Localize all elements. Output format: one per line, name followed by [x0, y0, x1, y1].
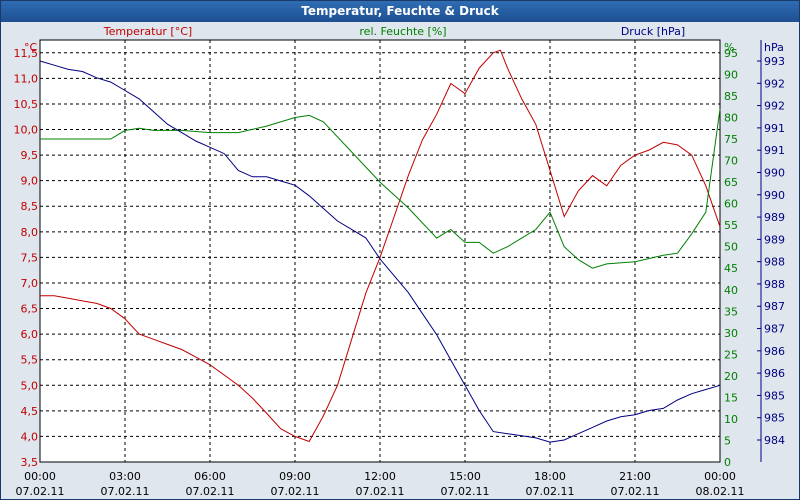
left-tick-label: 5,0: [21, 379, 39, 392]
right-tick-label: 988: [764, 256, 785, 269]
x-tick-date: 07.02.11: [441, 485, 490, 498]
left-tick-label: 10,5: [14, 98, 39, 111]
x-tick-time: 09:00: [279, 470, 311, 483]
middle-axis-label: rel. Feuchte [%]: [359, 25, 446, 38]
left-axis-label: Temperatur [°C]: [103, 25, 192, 38]
left-tick-label: 9,5: [21, 149, 39, 162]
humidity-series-line: [40, 108, 721, 269]
right-tick-label: 986: [764, 345, 785, 358]
temperature-series-line: [40, 49, 721, 443]
left-tick-label: 11,0: [14, 72, 39, 85]
left-tick-label: 11,5: [14, 47, 39, 60]
right-tick-label: 990: [764, 166, 785, 179]
x-tick-date: 07.02.11: [101, 485, 150, 498]
x-tick-date: 07.02.11: [526, 485, 575, 498]
right-tick-label: 992: [764, 77, 785, 90]
x-tick-date: 08.02.11: [696, 485, 745, 498]
left-tick-label: 8,5: [21, 200, 39, 213]
right-tick-label: 986: [764, 367, 785, 380]
left-tick-label: 9,0: [21, 175, 39, 188]
x-tick-time: 06:00: [194, 470, 226, 483]
middle-tick-label: 65: [724, 176, 738, 189]
right-tick-label: 989: [764, 233, 785, 246]
right-tick-label: 990: [764, 189, 785, 202]
middle-tick-label: 80: [724, 112, 738, 125]
left-tick-label: 5,5: [21, 354, 39, 367]
right-tick-label: 987: [764, 300, 785, 313]
middle-tick-label: 25: [724, 348, 738, 361]
middle-tick-label: 85: [724, 90, 738, 103]
right-tick-label: 988: [764, 278, 785, 291]
middle-tick-label: 45: [724, 262, 738, 275]
middle-tick-label: 10: [724, 413, 738, 426]
right-tick-label: 993: [764, 55, 785, 68]
middle-tick-label: 35: [724, 305, 738, 318]
right-tick-label: 985: [764, 412, 785, 425]
middle-tick-label: 95: [724, 47, 738, 60]
x-tick-date: 07.02.11: [16, 485, 65, 498]
left-tick-label: 7,0: [21, 277, 39, 290]
x-tick-time: 18:00: [534, 470, 566, 483]
left-tick-label: 4,5: [21, 405, 39, 418]
right-tick-label: 991: [764, 122, 785, 135]
middle-tick-label: 60: [724, 198, 738, 211]
x-tick-time: 00:00: [24, 470, 56, 483]
x-tick-date: 07.02.11: [271, 485, 320, 498]
right-tick-label: 992: [764, 100, 785, 113]
middle-tick-label: 55: [724, 219, 738, 232]
middle-tick-label: 90: [724, 68, 738, 81]
middle-tick-label: 70: [724, 155, 738, 168]
x-tick-time: 12:00: [364, 470, 396, 483]
x-tick-time: 03:00: [109, 470, 141, 483]
middle-tick-label: 0: [724, 456, 731, 469]
x-tick-date: 07.02.11: [356, 485, 405, 498]
middle-axis-unit: %: [724, 41, 734, 54]
title-bar: Temperatur, Feuchte & Druck: [1, 1, 799, 22]
x-tick-time: 00:00: [704, 470, 736, 483]
x-tick-time: 21:00: [619, 470, 651, 483]
left-tick-label: 10,0: [14, 124, 39, 137]
x-tick-date: 07.02.11: [611, 485, 660, 498]
left-tick-label: 3,5: [21, 456, 39, 469]
left-tick-label: 8,0: [21, 226, 39, 239]
middle-tick-label: 40: [724, 284, 738, 297]
right-tick-label: 985: [764, 389, 785, 402]
x-tick-time: 15:00: [449, 470, 481, 483]
middle-tick-label: 20: [724, 370, 738, 383]
right-tick-label: 989: [764, 211, 785, 224]
right-axis-unit: hPa: [764, 41, 784, 54]
left-axis-unit: °C: [24, 41, 38, 54]
middle-tick-label: 5: [724, 434, 731, 447]
pressure-series-line: [39, 60, 721, 443]
chart-title: Temperatur, Feuchte & Druck: [301, 4, 499, 18]
right-tick-label: 984: [764, 434, 785, 447]
right-tick-label: 987: [764, 323, 785, 336]
middle-tick-label: 75: [724, 133, 738, 146]
left-tick-label: 4,0: [21, 430, 39, 443]
left-tick-label: 7,5: [21, 251, 39, 264]
middle-tick-label: 15: [724, 391, 738, 404]
left-tick-label: 6,0: [21, 328, 39, 341]
x-tick-date: 07.02.11: [186, 485, 235, 498]
middle-tick-label: 50: [724, 241, 738, 254]
left-tick-label: 6,5: [21, 303, 39, 316]
right-tick-label: 991: [764, 144, 785, 157]
right-axis-label: Druck [hPa]: [621, 25, 685, 38]
middle-tick-label: 30: [724, 327, 738, 340]
